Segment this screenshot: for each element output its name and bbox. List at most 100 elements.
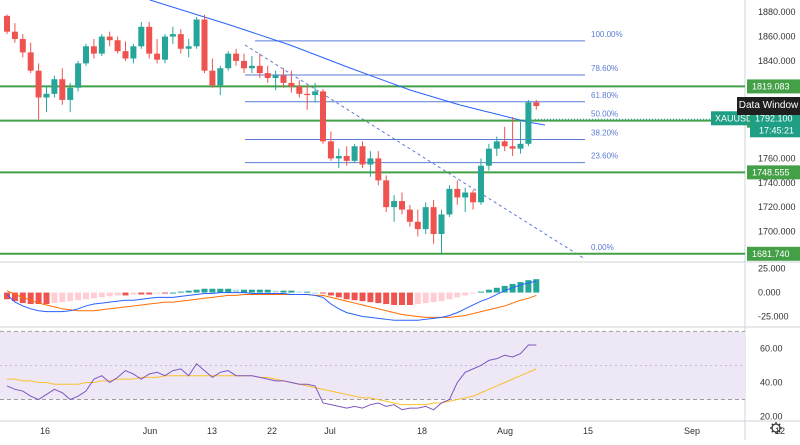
price-axis-tick: 1720.000 [758, 202, 796, 212]
level-price-tag [747, 165, 800, 180]
fib-level-label: 23.60% [591, 152, 618, 161]
macd-histogram-bar [256, 289, 263, 293]
candle-body [177, 34, 184, 49]
macd-histogram-bar [485, 289, 492, 293]
candle-body [75, 63, 82, 88]
time-axis-label: 18 [417, 426, 427, 436]
candle-body [217, 68, 224, 86]
macd-histogram-bar [177, 291, 184, 293]
candle-body [43, 93, 50, 98]
candle-body [533, 102, 540, 107]
macd-histogram-bar [59, 292, 66, 303]
candle-body [501, 141, 508, 147]
candle-body [383, 180, 390, 208]
macd-histogram-bar [367, 292, 374, 303]
candle-body [422, 207, 429, 230]
rsi-ma-line [7, 368, 537, 406]
candle-body [312, 91, 319, 96]
macd-histogram-bar [320, 292, 326, 294]
candle-body [35, 70, 42, 98]
macd-histogram-bar [343, 292, 350, 300]
candle-body [233, 53, 240, 61]
macd-histogram-bar [335, 292, 342, 298]
candle-body [4, 15, 10, 32]
macd-histogram-bar [288, 290, 295, 293]
price-axis-tick: 1840.000 [758, 56, 796, 66]
macd-histogram-bar [248, 289, 255, 293]
moving-average-line [149, 0, 546, 126]
time-axis-label: 15 [583, 426, 593, 436]
current-price-tag [750, 111, 800, 138]
fib-level-label: 38.20% [591, 129, 618, 138]
macd-histogram-bar [280, 290, 287, 293]
time-axis-label: 12 [775, 426, 785, 436]
candle-body [280, 75, 287, 83]
macd-histogram-bar [312, 292, 319, 294]
macd-histogram-bar [67, 292, 74, 302]
macd-histogram-bar [4, 292, 10, 300]
macd-histogram-bar [209, 288, 216, 293]
macd-axis-tick: 0.000 [758, 288, 781, 298]
price-axis-tick: 1740.000 [758, 178, 796, 188]
candle-body [462, 192, 469, 198]
macd-histogram-bar [51, 292, 58, 304]
candle-body [51, 79, 58, 94]
level-price-tag [747, 246, 800, 261]
candle-body [485, 148, 492, 166]
level-price-tag-text: 1681.740 [752, 249, 790, 259]
candle-body [509, 146, 516, 149]
time-axis-label: Aug [497, 426, 513, 436]
candle-body [248, 65, 255, 69]
fib-level-label: 61.80% [591, 91, 618, 100]
macd-histogram-bar [383, 292, 390, 305]
macd-histogram-bar [264, 289, 271, 293]
candle-body [438, 214, 445, 234]
price-axis-tick: 1860.000 [758, 32, 796, 42]
macd-histogram-bar [43, 292, 50, 305]
candle-body [114, 40, 121, 52]
candle-body [399, 201, 405, 210]
candle-body [256, 65, 263, 74]
candle-body [493, 141, 500, 149]
macd-histogram-bar [359, 292, 366, 302]
data-window-button[interactable]: Data Window [737, 97, 800, 115]
candle-body [201, 19, 208, 71]
candle-body [517, 143, 524, 149]
candle-body [414, 221, 421, 230]
macd-histogram-bar [406, 292, 413, 305]
level-price-tag-text: 1748.555 [752, 167, 790, 177]
candle-body [154, 53, 161, 60]
candle-body [67, 87, 74, 100]
time-axis-label: Jul [324, 426, 336, 436]
candle-body [288, 82, 295, 87]
candle-body [185, 46, 192, 49]
gear-icon[interactable] [770, 422, 782, 434]
candle-body [406, 209, 413, 222]
macd-histogram-bar [75, 292, 82, 301]
macd-histogram-bar [493, 287, 500, 293]
fib-level-label: 100.00% [591, 30, 623, 39]
candle-body [335, 155, 342, 159]
time-axis-label: Sep [684, 426, 700, 436]
candle-body [90, 46, 97, 54]
macd-histogram-bar [201, 288, 208, 293]
price-axis-tick: 1700.000 [758, 227, 796, 237]
level-price-tag-text: 1819.083 [752, 81, 790, 91]
macd-histogram-bar [27, 292, 34, 305]
candle-body [209, 70, 216, 86]
macd-signal-line [6, 290, 537, 318]
macd-line [6, 280, 537, 321]
candle-body [169, 34, 176, 37]
macd-histogram-bar [122, 292, 129, 296]
fib-level-label: 78.60% [591, 64, 618, 73]
candle-body [138, 26, 145, 47]
macd-histogram-bar [130, 292, 137, 295]
candle-body [27, 52, 34, 71]
candle-body [343, 155, 350, 161]
time-axis-label: 13 [207, 426, 217, 436]
macd-histogram-bar [470, 292, 477, 294]
macd-histogram-bar [241, 289, 247, 293]
macd-histogram-bar [454, 292, 461, 298]
